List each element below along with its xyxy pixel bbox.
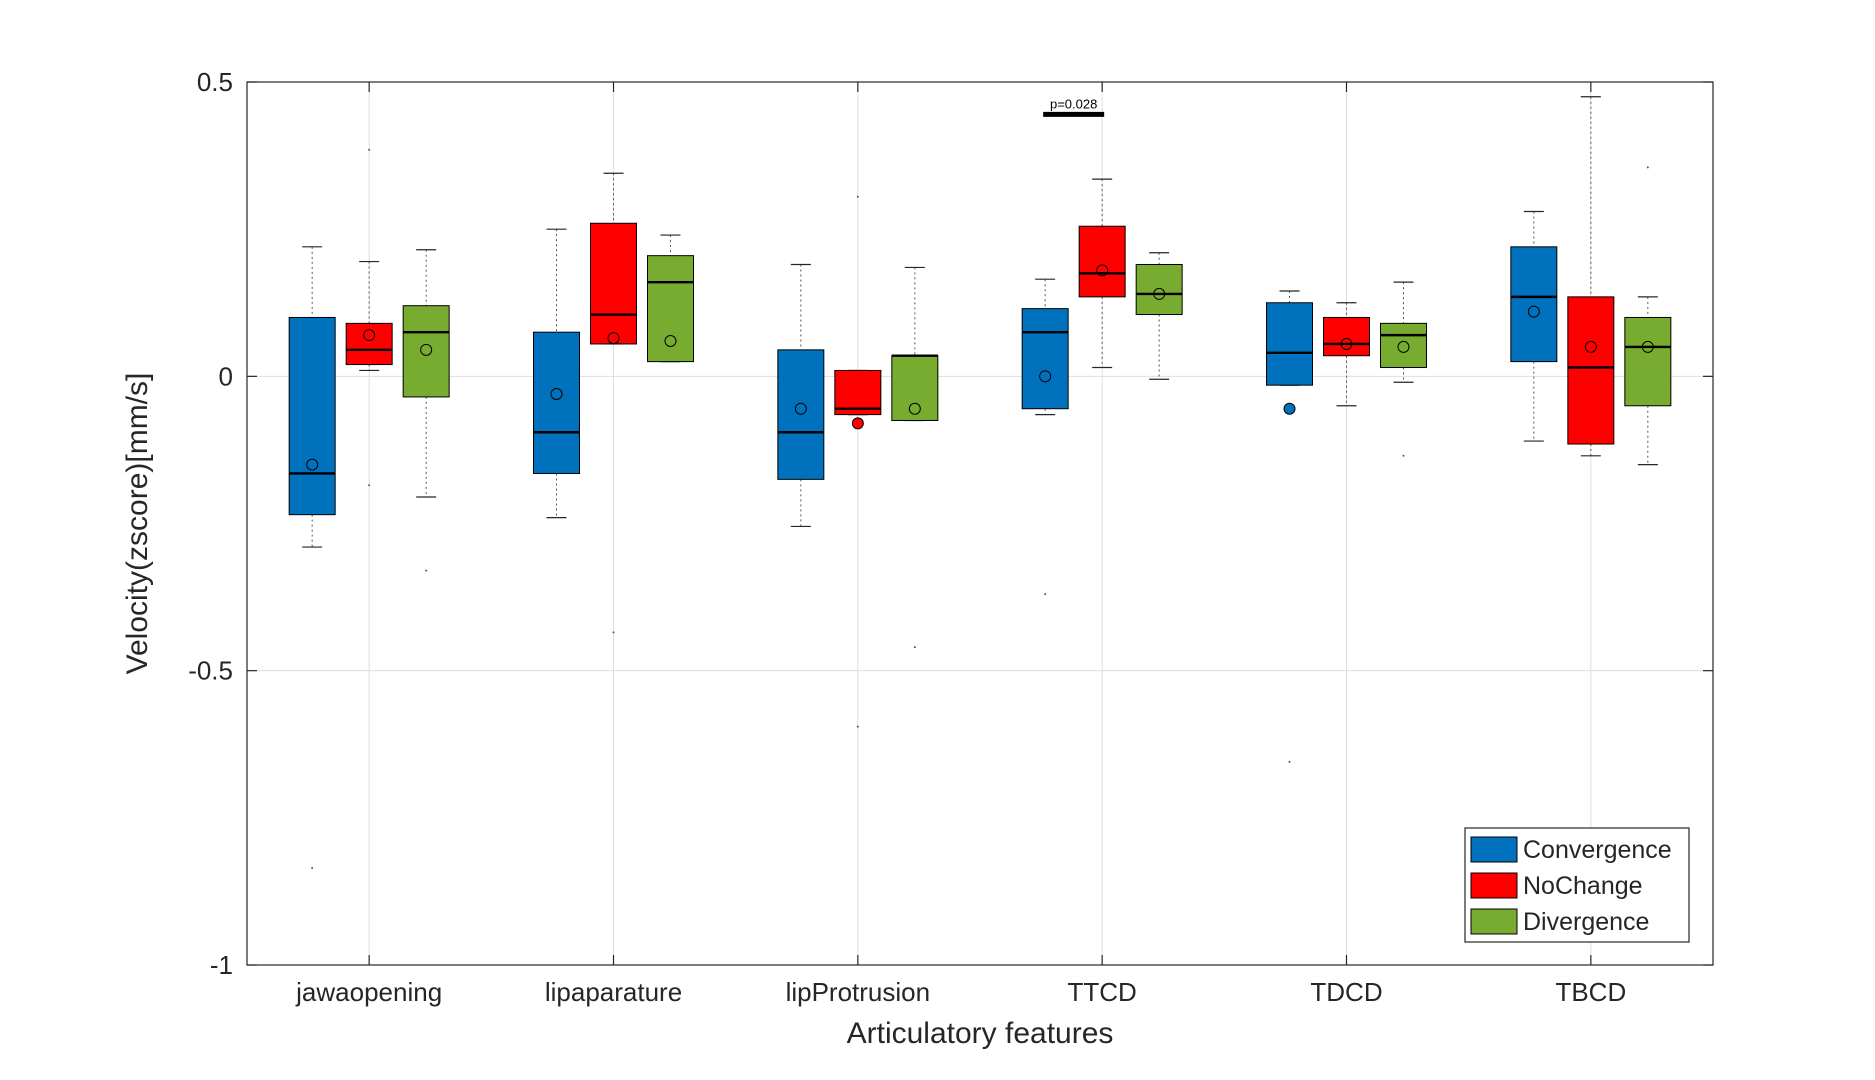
axis-ticks: -1 -0.5 0 0.5 jawaopening lipaparature lipProt… xyxy=(188,67,1713,1007)
mean-marker xyxy=(1039,370,1052,383)
mean-marker xyxy=(664,335,677,348)
x-tick-label-tbcd: TBCD xyxy=(1555,977,1626,1007)
x-tick-label-lipaparature: lipaparature xyxy=(545,977,682,1007)
box-iqr xyxy=(590,222,637,345)
y-axis-label: Velocity(zscore)[mm/s] xyxy=(121,373,154,675)
box-iqr xyxy=(834,369,882,416)
plot-area xyxy=(247,82,1713,965)
box-iqr xyxy=(1567,296,1615,445)
outlier-point xyxy=(856,725,859,728)
box-convergence-lipprotrusion xyxy=(777,263,825,528)
box-iqr xyxy=(402,305,450,398)
box-iqr xyxy=(891,355,939,421)
outlier-point xyxy=(1044,593,1047,596)
box-nochange-jawaopening xyxy=(345,148,393,487)
box-nochange-lipaparature xyxy=(590,172,637,634)
mean-marker xyxy=(1397,340,1410,353)
series-nochange xyxy=(345,96,1615,728)
outlier-point xyxy=(612,631,615,634)
significance-label: p=0.028 xyxy=(1050,96,1097,111)
box-iqr xyxy=(1135,263,1183,316)
mean-marker xyxy=(420,343,433,356)
mean-marker xyxy=(550,387,563,400)
legend-swatch-nochange xyxy=(1470,872,1518,899)
box-nochange-lipprotrusion xyxy=(834,195,882,728)
y-tick-label: 0.5 xyxy=(197,67,233,97)
box-iqr xyxy=(345,322,393,366)
y-tick-label: -1 xyxy=(210,950,233,980)
box-divergence-tdcd xyxy=(1380,281,1427,457)
box-convergence-ttcd xyxy=(1021,278,1069,596)
mean-marker xyxy=(607,332,620,345)
y-tick-label: -0.5 xyxy=(188,656,233,686)
mean-marker xyxy=(794,402,807,415)
x-axis-label: Articulatory features xyxy=(847,1017,1114,1050)
box-iqr xyxy=(1323,316,1370,357)
box-iqr xyxy=(777,349,825,480)
mean-marker xyxy=(908,402,921,415)
outlier-point xyxy=(368,148,371,151)
outlier-point xyxy=(913,646,916,649)
mean-marker xyxy=(1641,340,1654,353)
box-divergence-lipprotrusion xyxy=(891,266,939,649)
legend-label-nochange: NoChange xyxy=(1523,872,1643,900)
mean-marker xyxy=(1584,340,1597,353)
box-convergence-tdcd xyxy=(1266,290,1313,763)
mean-marker xyxy=(1527,305,1540,318)
y-tick-label: 0 xyxy=(219,361,233,391)
plot-frame xyxy=(246,81,1714,966)
outlier-point xyxy=(1288,760,1291,763)
box-divergence-jawaopening xyxy=(402,249,450,572)
x-tick-label-ttcd: TTCD xyxy=(1068,977,1137,1007)
box-iqr xyxy=(1266,302,1313,386)
mean-marker xyxy=(851,417,864,430)
x-tick-label-tdcd: TDCD xyxy=(1310,977,1382,1007)
mean-marker xyxy=(363,329,376,342)
box-iqr xyxy=(1380,322,1427,369)
x-tick-label-jawaopening: jawaopening xyxy=(295,977,442,1007)
box-iqr xyxy=(1078,225,1126,298)
mean-marker xyxy=(1153,287,1166,300)
mean-marker xyxy=(1340,337,1353,350)
legend-label-convergence: Convergence xyxy=(1523,836,1672,864)
box-divergence-ttcd xyxy=(1135,252,1183,380)
outlier-point xyxy=(856,195,859,198)
box-iqr xyxy=(1021,308,1069,410)
box-divergence-tbcd xyxy=(1624,166,1672,466)
annotations: p=0.028 xyxy=(1043,96,1105,117)
box-iqr xyxy=(1510,246,1558,363)
series-divergence xyxy=(402,166,1672,649)
outlier-point xyxy=(311,866,314,869)
series-convergence xyxy=(288,210,1558,869)
mean-marker xyxy=(1096,264,1109,277)
box-iqr xyxy=(647,255,694,363)
x-tick-label-lipprotrusion: lipProtrusion xyxy=(786,977,931,1007)
outlier-point xyxy=(1402,454,1405,457)
outlier-point xyxy=(425,569,428,572)
box-nochange-tdcd xyxy=(1323,302,1370,407)
legend-label-divergence: Divergence xyxy=(1523,908,1649,936)
mean-marker xyxy=(306,458,319,471)
legend-swatch-divergence xyxy=(1470,908,1518,935)
box-nochange-ttcd xyxy=(1078,178,1126,369)
outlier-point xyxy=(368,484,371,487)
box-convergence-jawaopening xyxy=(288,246,336,869)
legend: Convergence NoChange Divergence xyxy=(1464,827,1690,943)
box-nochange-tbcd xyxy=(1567,96,1615,457)
legend-swatch-convergence xyxy=(1470,836,1518,863)
box-convergence-tbcd xyxy=(1510,210,1558,442)
box-convergence-lipaparature xyxy=(533,228,580,519)
mean-marker xyxy=(1283,402,1296,415)
box-iqr xyxy=(288,316,336,516)
box-iqr xyxy=(533,331,580,474)
box-iqr xyxy=(1624,316,1672,407)
box-series xyxy=(288,96,1672,869)
outlier-point xyxy=(1646,166,1649,169)
box-divergence-lipaparature xyxy=(647,234,694,363)
